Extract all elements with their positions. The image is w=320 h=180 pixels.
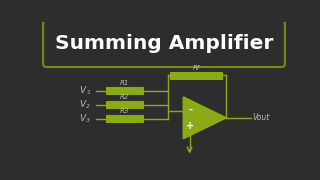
Text: R1: R1 bbox=[120, 80, 129, 86]
Text: +: + bbox=[186, 121, 195, 131]
Polygon shape bbox=[183, 97, 226, 139]
Text: 3: 3 bbox=[86, 118, 90, 123]
Text: Vout: Vout bbox=[252, 113, 270, 122]
FancyBboxPatch shape bbox=[170, 72, 222, 79]
Text: Rf: Rf bbox=[192, 65, 200, 71]
Text: R2: R2 bbox=[120, 94, 129, 100]
Text: 1: 1 bbox=[86, 90, 90, 95]
Text: V: V bbox=[79, 86, 85, 95]
FancyBboxPatch shape bbox=[106, 87, 143, 94]
FancyBboxPatch shape bbox=[106, 101, 143, 108]
Text: -: - bbox=[188, 105, 192, 115]
Text: Summing Amplifier: Summing Amplifier bbox=[55, 34, 273, 53]
Text: 2: 2 bbox=[86, 104, 90, 109]
FancyBboxPatch shape bbox=[106, 115, 143, 122]
Text: V: V bbox=[79, 114, 85, 123]
Text: R3: R3 bbox=[120, 108, 129, 114]
FancyBboxPatch shape bbox=[43, 21, 285, 67]
Text: V: V bbox=[79, 100, 85, 109]
